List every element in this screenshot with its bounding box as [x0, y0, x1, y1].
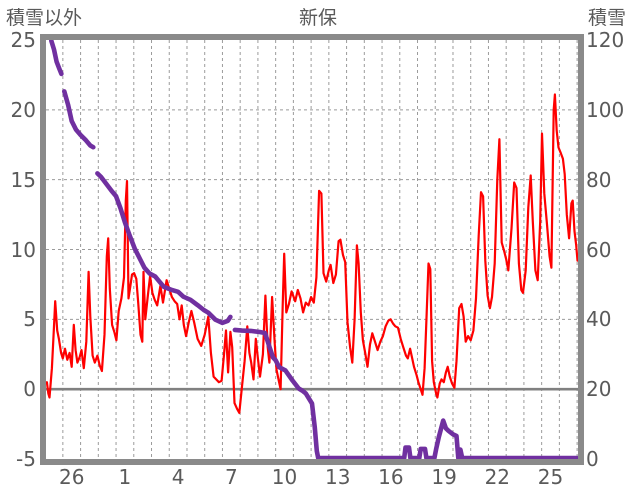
left-axis-title: 積雪以外 — [6, 7, 83, 29]
series-line-purple — [95, 171, 233, 326]
series-line-purple — [62, 89, 96, 150]
right-axis-tick-80: 80 — [586, 167, 612, 192]
left-axis-tick-20: 20 — [10, 97, 36, 122]
x-axis-tick-16: 16 — [378, 465, 404, 489]
chart-title: 新保 — [298, 7, 338, 29]
right-axis-tick-0: 0 — [586, 447, 599, 471]
x-axis-tick-19: 19 — [431, 465, 457, 489]
x-axis-tick-22: 22 — [484, 465, 511, 489]
left-axis-tick-0: 0 — [23, 377, 36, 402]
plot-frame — [40, 34, 584, 465]
right-axis-tick-20: 20 — [586, 377, 612, 402]
series-line-purple — [232, 327, 580, 461]
x-axis-tick-1: 1 — [118, 465, 132, 489]
x-axis-tick-7: 7 — [224, 465, 238, 489]
left-axis-tick-15: 15 — [10, 167, 36, 192]
left-axis-tick-5: 5 — [23, 307, 36, 332]
left-axis-tick-10: 10 — [10, 237, 36, 262]
right-axis-tick-60: 60 — [586, 237, 612, 262]
x-axis-tick-26: 26 — [58, 465, 85, 489]
left-axis-tick--5: -5 — [16, 447, 36, 471]
right-axis-tick-120: 120 — [586, 28, 625, 52]
left-axis-tick-25: 25 — [10, 28, 36, 52]
right-axis-tick-100: 100 — [586, 97, 625, 122]
series-line-purple — [48, 38, 64, 77]
series-line-red — [45, 93, 579, 414]
x-axis-tick-4: 4 — [171, 465, 185, 489]
x-axis-tick-25: 25 — [537, 465, 564, 489]
right-axis-title: 積雪 — [587, 7, 626, 29]
right-axis-tick-40: 40 — [586, 307, 612, 332]
x-axis-tick-10: 10 — [271, 465, 298, 489]
x-axis-tick-13: 13 — [324, 465, 351, 489]
